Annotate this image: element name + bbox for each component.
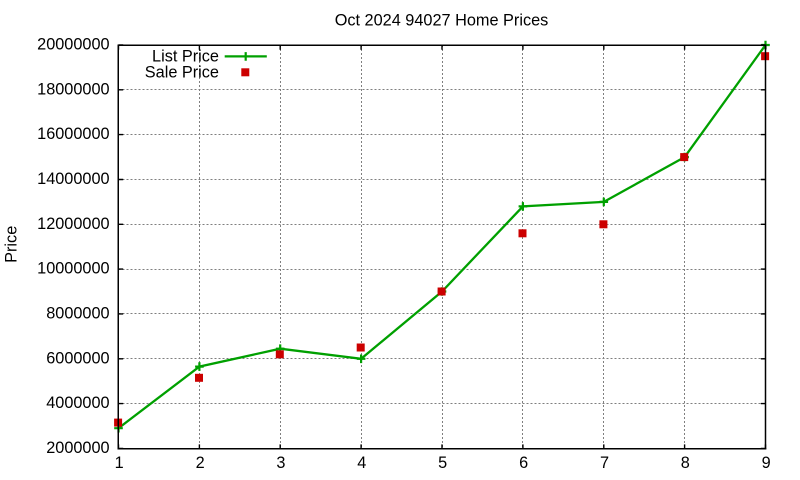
svg-text:6: 6 xyxy=(519,454,528,472)
svg-text:5: 5 xyxy=(438,454,447,472)
svg-text:8: 8 xyxy=(681,454,690,472)
svg-text:4000000: 4000000 xyxy=(46,394,109,412)
svg-text:6000000: 6000000 xyxy=(46,349,109,367)
svg-text:14000000: 14000000 xyxy=(37,170,109,188)
svg-text:Oct 2024 94027 Home Prices: Oct 2024 94027 Home Prices xyxy=(335,11,549,29)
svg-text:20000000: 20000000 xyxy=(37,36,109,54)
svg-text:3: 3 xyxy=(276,454,285,472)
svg-text:18000000: 18000000 xyxy=(37,80,109,98)
svg-text:4: 4 xyxy=(357,454,366,472)
svg-text:2: 2 xyxy=(196,454,205,472)
svg-text:2000000: 2000000 xyxy=(46,439,109,457)
svg-text:1: 1 xyxy=(115,454,124,472)
svg-text:7: 7 xyxy=(600,454,609,472)
svg-text:10000000: 10000000 xyxy=(37,260,109,278)
svg-text:12000000: 12000000 xyxy=(37,215,109,233)
svg-text:Price: Price xyxy=(3,226,21,263)
svg-text:9: 9 xyxy=(762,454,771,472)
svg-text:Sale Price: Sale Price xyxy=(145,63,219,81)
svg-text:16000000: 16000000 xyxy=(37,125,109,143)
svg-text:List Price: List Price xyxy=(152,47,219,65)
svg-text:8000000: 8000000 xyxy=(46,305,109,323)
